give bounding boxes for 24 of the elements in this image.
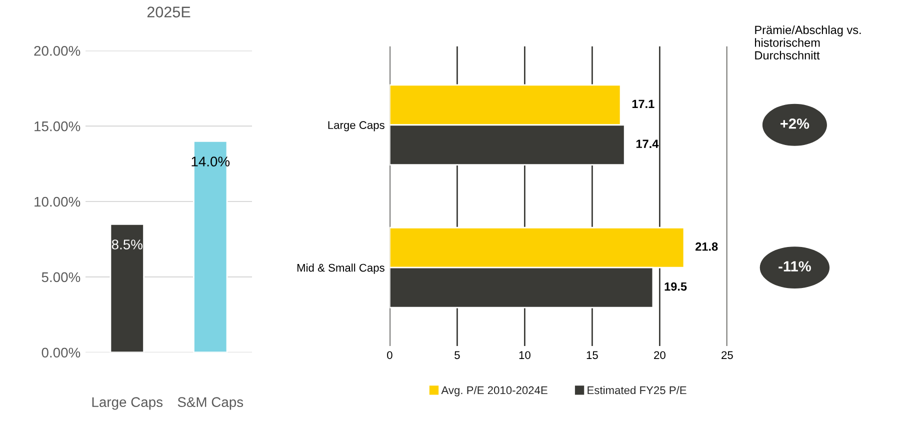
x-tick-label: S&M Caps <box>178 397 244 410</box>
y-tick-label: 15.00% <box>34 121 80 132</box>
text: -11% <box>778 261 811 272</box>
x-tick-label: 10 <box>519 351 530 360</box>
data-label: 19.5 <box>664 282 687 291</box>
y-tick-label: 5.00% <box>42 272 80 282</box>
data-label: 17.4 <box>636 140 659 148</box>
data-label: 8.5% <box>112 240 142 250</box>
chart-title: 2025E <box>147 6 190 18</box>
x-tick-label: 20 <box>654 351 666 360</box>
x-tick-label: 5 <box>454 351 460 360</box>
data-label: 21.8 <box>696 242 718 251</box>
x-tick-label: 0 <box>387 351 392 360</box>
data-label: 17.1 <box>632 100 654 108</box>
legend-label: Avg. P/E 2010-2024E <box>441 386 548 396</box>
y-tick-label: 20.00% <box>34 46 80 56</box>
y-tick-label: Mid & Small Caps <box>297 264 384 274</box>
x-tick-label: 15 <box>586 351 598 360</box>
text: +2% <box>780 118 810 129</box>
x-tick-label: 25 <box>722 351 733 360</box>
y-tick-label: 10.00% <box>34 196 80 207</box>
text: Prämie/Abschlag vs. historischem Durchschnitt <box>755 25 861 60</box>
y-tick-label: 0.00% <box>42 348 80 358</box>
legend-label: Estimated FY25 P/E <box>588 386 686 394</box>
